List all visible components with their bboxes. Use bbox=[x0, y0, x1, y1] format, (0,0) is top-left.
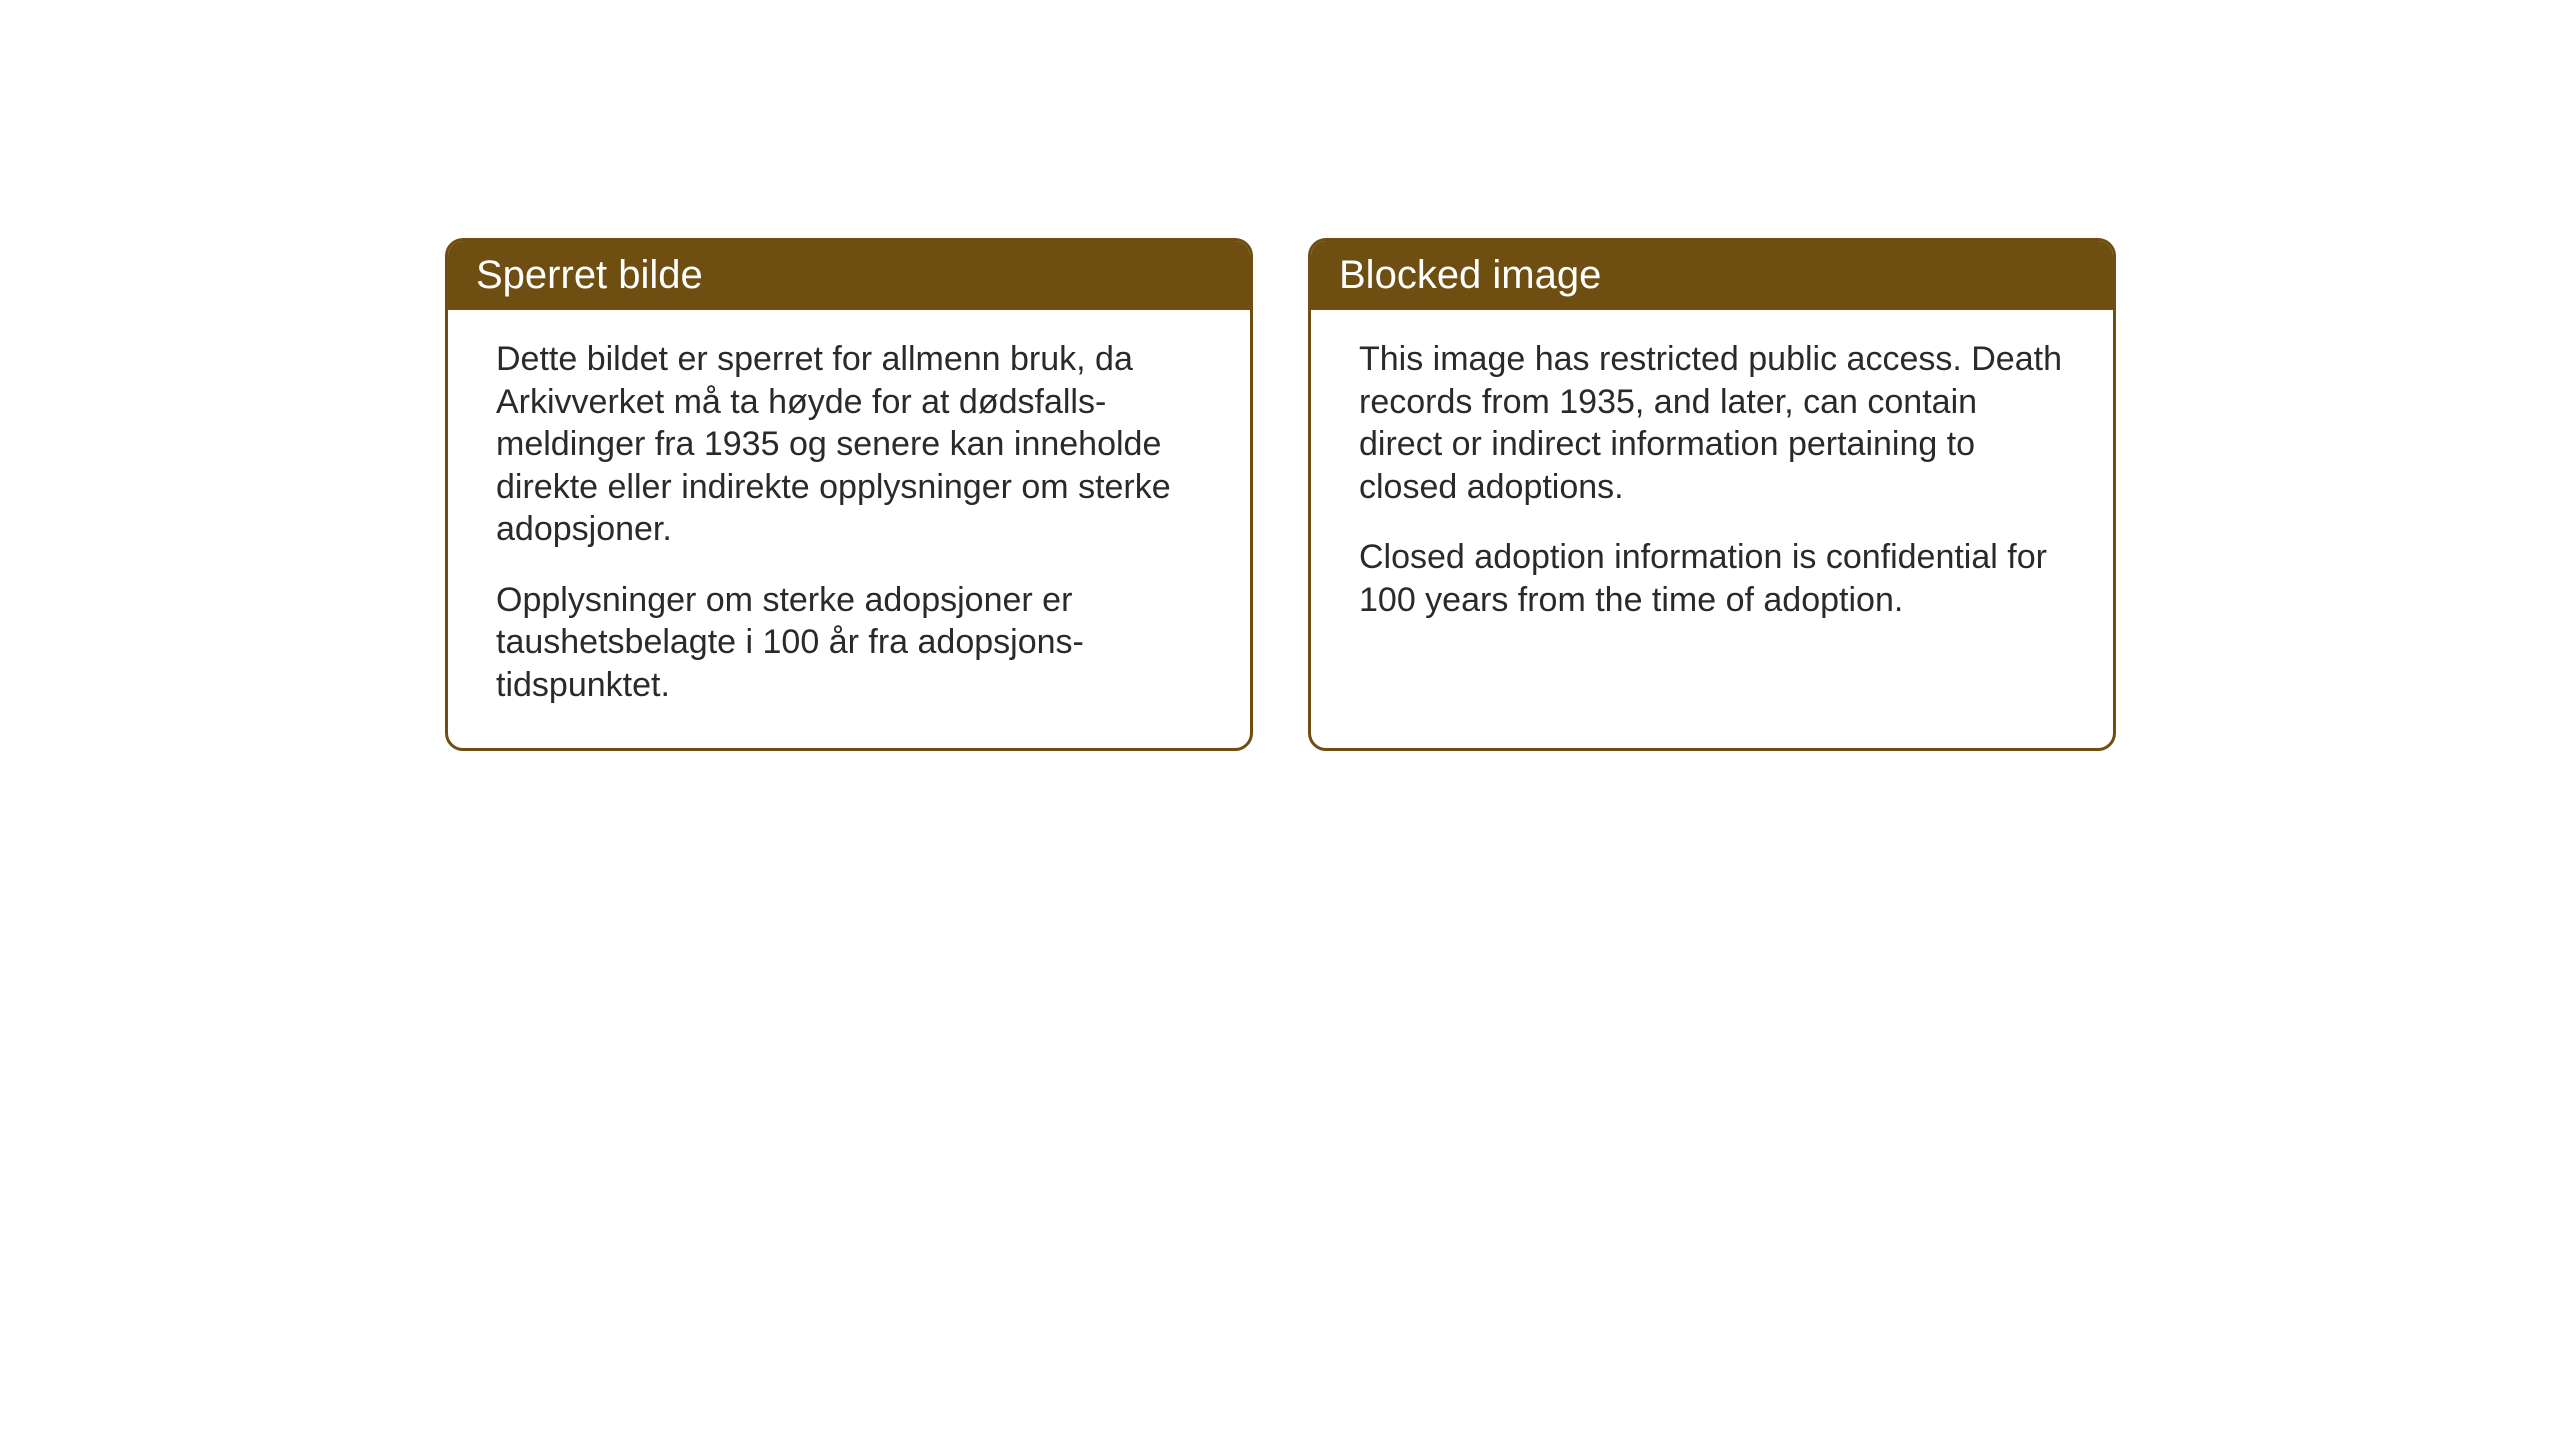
card-paragraph1-norwegian: Dette bildet er sperret for allmenn bruk… bbox=[496, 338, 1202, 551]
notice-card-norwegian: Sperret bilde Dette bildet er sperret fo… bbox=[445, 238, 1253, 751]
card-paragraph2-english: Closed adoption information is confident… bbox=[1359, 536, 2065, 621]
card-header-norwegian: Sperret bilde bbox=[448, 241, 1250, 310]
card-body-norwegian: Dette bildet er sperret for allmenn bruk… bbox=[448, 310, 1250, 748]
card-title-norwegian: Sperret bilde bbox=[476, 253, 703, 297]
card-paragraph1-english: This image has restricted public access.… bbox=[1359, 338, 2065, 508]
notice-container: Sperret bilde Dette bildet er sperret fo… bbox=[445, 238, 2116, 751]
card-header-english: Blocked image bbox=[1311, 241, 2113, 310]
card-body-english: This image has restricted public access.… bbox=[1311, 310, 2113, 711]
notice-card-english: Blocked image This image has restricted … bbox=[1308, 238, 2116, 751]
card-paragraph2-norwegian: Opplysninger om sterke adopsjoner er tau… bbox=[496, 579, 1202, 707]
card-title-english: Blocked image bbox=[1339, 253, 1601, 297]
